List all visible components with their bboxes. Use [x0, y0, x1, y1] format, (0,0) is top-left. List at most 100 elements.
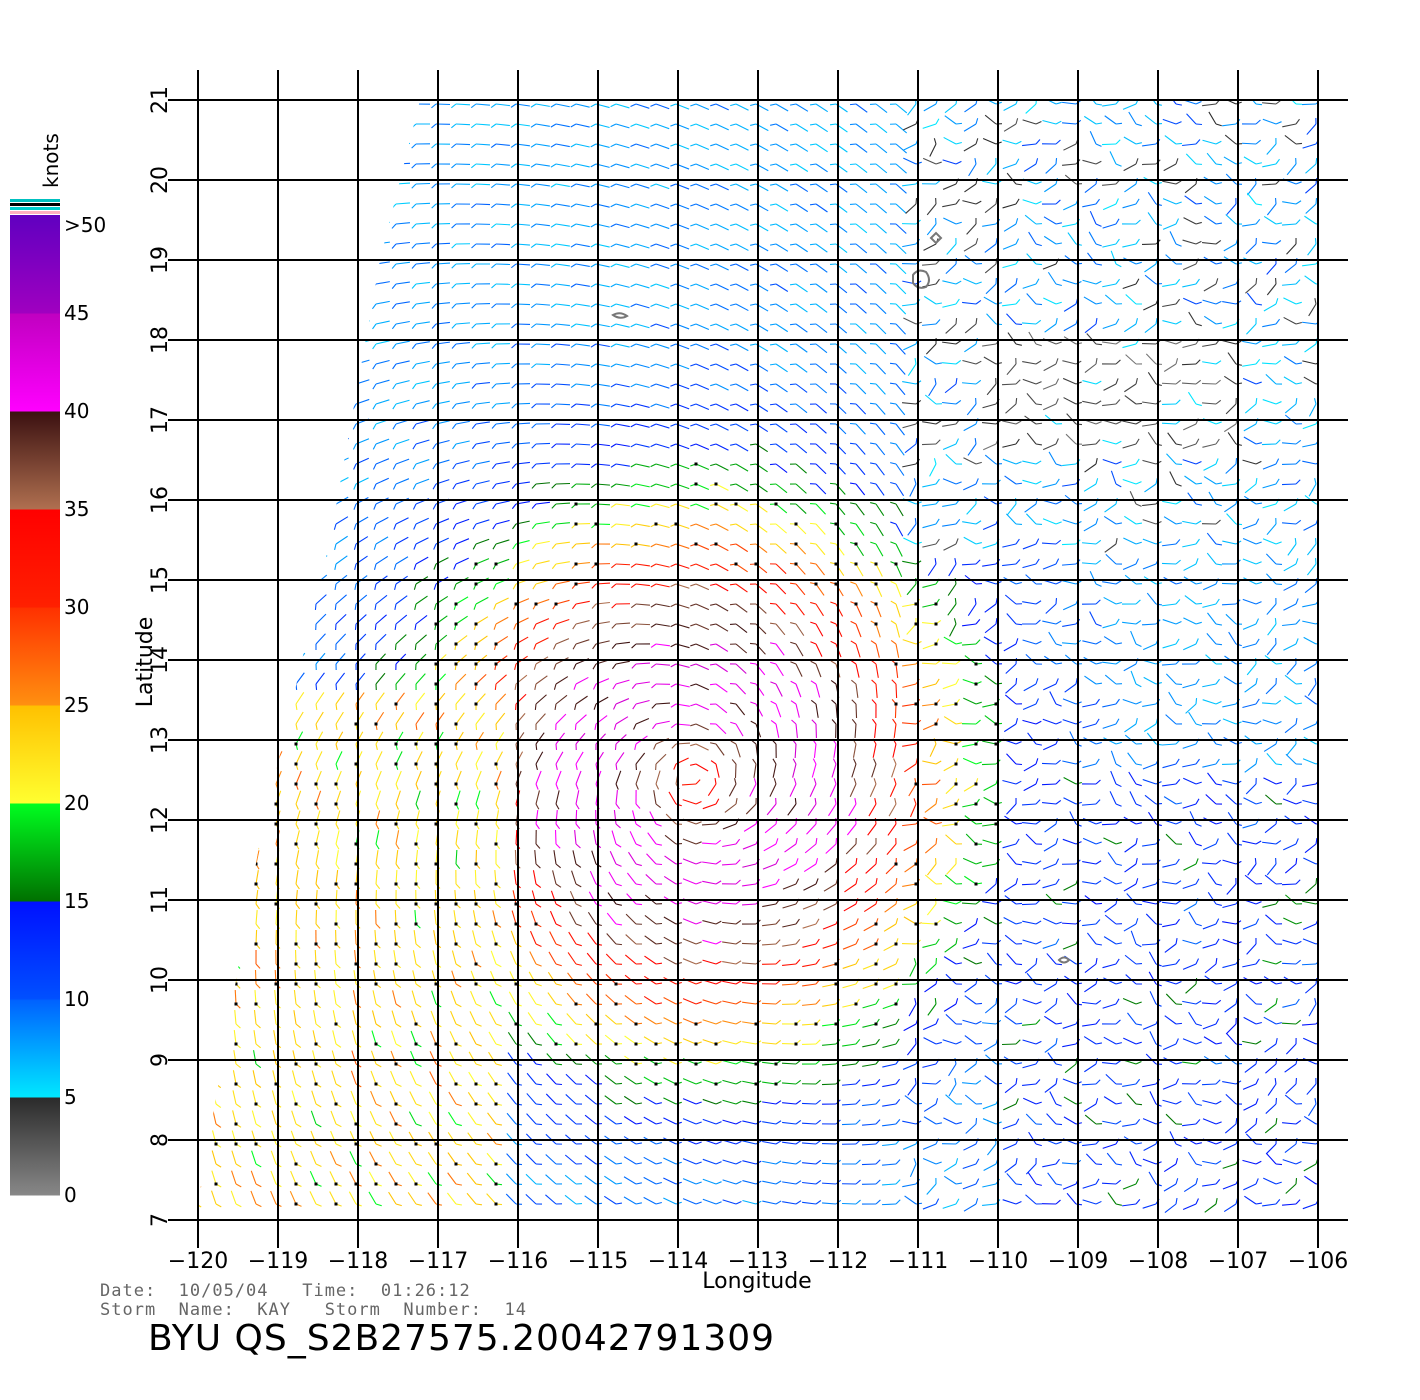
wind-vector: [942, 183, 957, 190]
wind-vector: [1006, 613, 1017, 625]
wind-vector-barb: [934, 557, 937, 565]
wind-vector-barb: [570, 123, 577, 128]
wind-vector-barb: [775, 919, 781, 925]
wind-vector: [235, 475, 248, 485]
wind-vector: [735, 643, 748, 654]
wind-vector-barb: [1315, 382, 1318, 385]
rain-flag: [454, 642, 458, 646]
wind-vector: [434, 889, 437, 905]
wind-vector: [775, 583, 787, 595]
wind-vector-barb: [1315, 222, 1318, 225]
wind-vector-barb: [1035, 640, 1042, 645]
wind-vector-barb: [630, 123, 637, 127]
wind-vector: [495, 830, 498, 845]
wind-vector-barb: [571, 543, 577, 549]
wind-vector: [655, 423, 670, 429]
wind-vector: [1266, 753, 1277, 765]
wind-vector: [1003, 883, 1017, 892]
wind-vector: [855, 103, 868, 113]
wind-vector: [1002, 779, 1017, 785]
wind-vector-barb: [1055, 620, 1062, 625]
wind-vector-barb: [513, 643, 517, 650]
wind-vector: [1146, 732, 1157, 745]
wind-vector: [395, 241, 410, 245]
wind-vector-barb: [313, 483, 317, 490]
wind-vector: [1022, 543, 1037, 550]
wind-vector: [1082, 203, 1097, 208]
wind-vector: [1065, 433, 1077, 445]
wind-vector: [395, 869, 398, 885]
rain-flag: [494, 782, 498, 786]
wind-vector-barb: [490, 103, 497, 108]
wind-vector-barb: [1255, 381, 1262, 385]
wind-vector: [475, 693, 486, 705]
wind-vector-barb: [272, 183, 277, 190]
wind-vector: [295, 672, 305, 685]
wind-vector-barb: [710, 423, 717, 427]
wind-vector: [395, 634, 407, 645]
wind-vector: [1122, 243, 1137, 248]
wind-vector-barb: [1255, 103, 1263, 106]
wind-vector: [255, 691, 265, 705]
wind-vector-barb: [715, 839, 722, 845]
wind-vector: [335, 102, 350, 105]
wind-vector: [255, 770, 262, 785]
wind-vector-barb: [729, 702, 737, 705]
wind-vector-barb: [1215, 701, 1222, 705]
wind-vector-barb: [570, 223, 577, 228]
wind-vector-barb: [651, 703, 657, 709]
wind-vector: [1124, 323, 1137, 333]
wind-vector-barb: [1055, 921, 1062, 925]
wind-vector: [982, 823, 997, 827]
wind-vector-barb: [1215, 262, 1222, 265]
wind-vector-barb: [391, 263, 397, 269]
wind-vector: [1162, 923, 1177, 928]
wind-vector-barb: [273, 403, 277, 410]
rain-flag: [714, 542, 718, 546]
wind-vector-barb: [215, 783, 219, 790]
wind-vector: [1123, 663, 1137, 672]
wind-vector-barb: [493, 603, 497, 610]
rain-flag: [994, 742, 998, 746]
wind-vector: [395, 458, 410, 465]
wind-vector-barb: [590, 183, 597, 188]
wind-vector: [1162, 619, 1177, 625]
wind-vector: [535, 263, 550, 266]
wind-vector: [735, 103, 749, 111]
wind-vector-barb: [1055, 779, 1061, 785]
wind-vector-barb: [1175, 158, 1179, 165]
wind-vector-barb: [375, 783, 379, 790]
wind-vector: [1307, 683, 1317, 697]
wind-vector-barb: [650, 303, 657, 307]
rain-flag: [714, 502, 718, 506]
wind-vector-barb: [610, 363, 617, 368]
wind-vector-barb: [592, 643, 597, 650]
wind-vector-barb: [1295, 301, 1302, 305]
wind-vector-barb: [371, 123, 377, 129]
wind-vector: [715, 303, 729, 311]
wind-vector: [1169, 471, 1177, 485]
wind-vector: [1023, 683, 1037, 692]
wind-vector-barb: [355, 703, 358, 711]
wind-vector-barb: [1035, 100, 1038, 105]
rain-flag: [454, 782, 458, 786]
wind-vector-barb: [553, 663, 557, 670]
wind-vector-barb: [613, 723, 617, 730]
wind-vector: [315, 909, 318, 925]
wind-vector-barb: [1195, 638, 1199, 645]
wind-vector-barb: [234, 523, 237, 531]
wind-vector: [1183, 863, 1197, 871]
wind-vector-barb: [271, 143, 277, 150]
wind-vector-barb: [690, 303, 697, 307]
wind-vector: [235, 830, 241, 845]
wind-vector: [1003, 916, 1017, 925]
wind-vector: [455, 342, 470, 345]
wind-vector-barb: [590, 383, 597, 388]
wind-vector-barb: [530, 243, 537, 248]
wind-vector: [923, 103, 937, 112]
wind-vector: [235, 219, 250, 225]
wind-vector: [1182, 263, 1197, 271]
wind-vector: [535, 343, 551, 346]
rain-flag: [494, 642, 498, 646]
wind-vector-barb: [1215, 123, 1222, 127]
